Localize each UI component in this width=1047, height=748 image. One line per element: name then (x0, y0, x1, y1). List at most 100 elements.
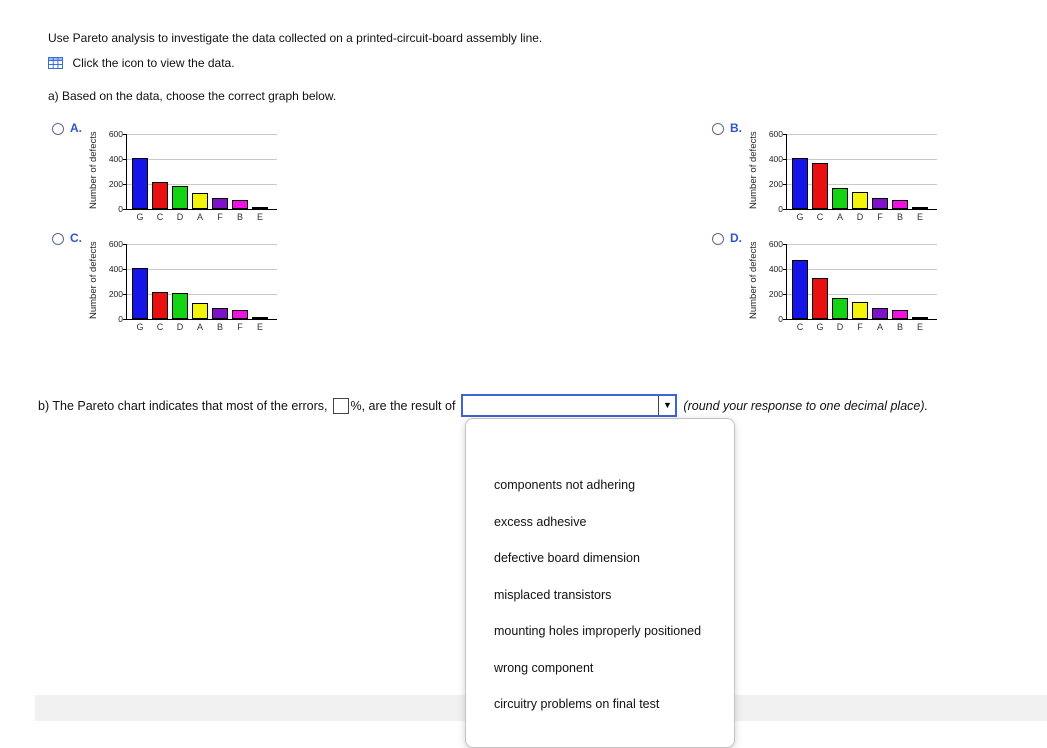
tick-mark (123, 269, 127, 270)
tick-label: 400 (108, 154, 123, 164)
bar-A (192, 193, 208, 209)
tick-mark (123, 184, 127, 185)
radio-option-a[interactable] (52, 123, 64, 135)
data-icon-row: Click the icon to view the data. (48, 56, 235, 74)
bar-D (172, 186, 188, 209)
tick-label: 400 (768, 154, 783, 164)
option-d: D. Number of defects 0 200 400 600 C G D F A B E (712, 230, 992, 340)
bar-D (832, 298, 848, 319)
radio-option-b[interactable] (712, 123, 724, 135)
category-label: G (796, 212, 804, 222)
tick-mark (123, 134, 127, 135)
plot-area: 0 200 400 600 G C D A B F E (109, 239, 277, 332)
tick-mark (123, 294, 127, 295)
gridline (127, 159, 277, 160)
tick-label: 200 (768, 179, 783, 189)
radio-option-c[interactable] (52, 233, 64, 245)
y-axis-label: Number of defects (88, 131, 99, 209)
bar-G (792, 158, 808, 209)
plot-area: 0 200 400 600 G C D A F B E (109, 129, 277, 222)
part-b-text: b) The Pareto chart indicates that most … (38, 398, 328, 413)
bar-F (232, 310, 248, 319)
category-label: E (916, 212, 923, 222)
gridline (787, 294, 937, 295)
bar-C (152, 182, 168, 209)
option-c-label[interactable]: C. (70, 231, 82, 245)
bar-G (132, 268, 148, 319)
tick-label: 400 (108, 264, 123, 274)
tick-mark (123, 159, 127, 160)
dropdown-option[interactable]: excess adhesive (494, 514, 587, 529)
option-c: C. Number of defects 0 200 400 600 G C D A B F E (52, 230, 332, 340)
y-axis-label: Number of defects (748, 131, 759, 209)
percent-input[interactable] (332, 397, 349, 414)
bar-chart: Number of defects 0 200 400 600 G C D A F B E (86, 126, 286, 226)
category-label: C (156, 322, 164, 332)
tick-label: 400 (768, 264, 783, 274)
category-label: G (136, 322, 144, 332)
tick-label: 600 (768, 129, 783, 139)
radio-option-d[interactable] (712, 233, 724, 245)
part-a-text: a) Based on the data, choose the correct… (48, 89, 337, 103)
option-b-label[interactable]: B. (730, 121, 742, 135)
bar-B (892, 310, 908, 319)
y-axis-label: Number of defects (748, 241, 759, 319)
bar-E (252, 317, 268, 319)
bar-C (152, 292, 168, 319)
dropdown-option[interactable]: misplaced transistors (494, 587, 612, 602)
tick-mark (783, 159, 787, 160)
bar-B (892, 200, 908, 209)
dropdown-option[interactable]: circuitry problems on final test (494, 697, 660, 711)
gridline (787, 244, 937, 245)
dropdown-option[interactable]: mounting holes improperly positioned (494, 624, 702, 638)
option-d-label[interactable]: D. (730, 231, 742, 245)
category-label: D (176, 212, 184, 222)
rounding-note: (round your response to one decimal plac… (683, 398, 929, 413)
dropdown-option[interactable]: defective board dimension (494, 551, 640, 565)
bar-chart: Number of defects 0 200 400 600 C G D F A B E (746, 236, 946, 336)
gridline (127, 244, 277, 245)
tick-mark (783, 244, 787, 245)
tick-label: 0 (118, 204, 123, 214)
cause-select[interactable]: ▼ (461, 394, 678, 417)
plot-area: 0 200 400 600 C G D F A B E (769, 239, 937, 332)
gridline (127, 184, 277, 185)
tick-mark (783, 184, 787, 185)
tick-mark (783, 294, 787, 295)
bar-E (912, 317, 928, 319)
bar-D (172, 293, 188, 319)
gridline (787, 159, 937, 160)
category-label: B (216, 322, 223, 332)
category-label: F (857, 322, 863, 332)
bar-A (192, 303, 208, 319)
category-label: B (896, 212, 903, 222)
bar-D (852, 192, 868, 209)
bar-G (132, 158, 148, 209)
gridline (787, 184, 937, 185)
dropdown-option[interactable]: components not adhering (494, 478, 636, 492)
category-label: D (176, 322, 184, 332)
option-a: A. Number of defects 0 200 400 600 G C D A F B E (52, 120, 332, 230)
bar-B (212, 308, 228, 319)
tick-mark (783, 269, 787, 270)
part-b-text-after-box: %, are the result of (350, 398, 456, 413)
bar-E (252, 207, 268, 209)
bar-B (232, 200, 248, 209)
y-axis-label: Number of defects (88, 241, 99, 319)
gridline (787, 269, 937, 270)
gridline (127, 134, 277, 135)
category-label: A (196, 322, 203, 332)
category-label: A (876, 322, 883, 332)
option-a-label[interactable]: A. (70, 121, 82, 135)
data-table-icon[interactable] (48, 56, 63, 69)
gridline (127, 294, 277, 295)
category-label: C (796, 322, 804, 332)
tick-label: 600 (768, 239, 783, 249)
tick-label: 200 (768, 289, 783, 299)
category-label: C (156, 212, 164, 222)
dropdown-arrow-icon[interactable]: ▼ (658, 396, 676, 415)
dropdown-option[interactable]: wrong component (494, 660, 594, 675)
tick-label: 200 (108, 289, 123, 299)
intro-text: Use Pareto analysis to investigate the d… (48, 31, 543, 45)
category-label: B (236, 212, 243, 222)
